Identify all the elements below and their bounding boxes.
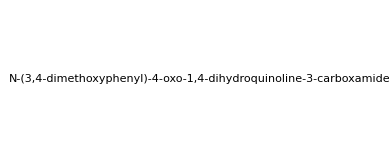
Text: N-(3,4-dimethoxyphenyl)-4-oxo-1,4-dihydroquinoline-3-carboxamide: N-(3,4-dimethoxyphenyl)-4-oxo-1,4-dihydr… <box>9 74 389 84</box>
